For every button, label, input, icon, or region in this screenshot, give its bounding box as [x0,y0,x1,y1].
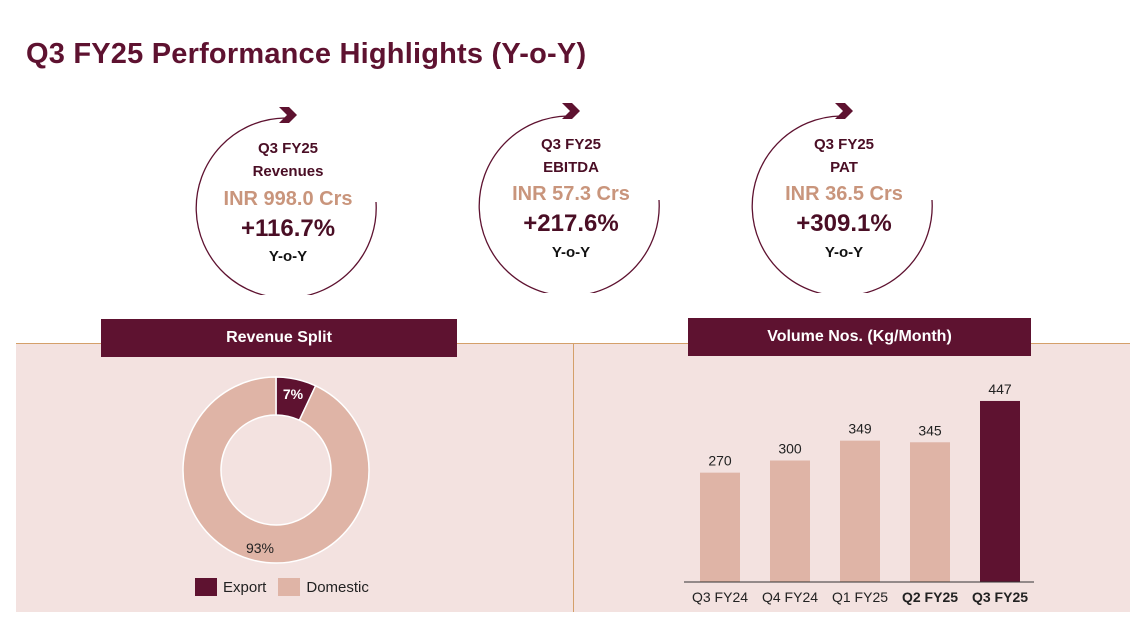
kpi-basis: Y-o-Y [824,244,864,261]
kpi-change: +217.6% [523,210,619,237]
legend-item-export: Export [195,578,266,596]
bar-value-label: 300 [778,441,802,457]
kpi-revenues: Q3 FY25 Revenues INR 998.0 Crs +116.7% Y… [193,105,383,295]
page-title: Q3 FY25 Performance Highlights (Y-o-Y) [26,38,587,70]
kpi-ring [195,107,377,295]
bar-q1-fy25 [840,440,880,582]
kpi-pat: Q3 FY25 PAT INR 36.5 Crs +309.1% Y-o-Y [749,103,939,293]
bar-value-label: 447 [988,381,1012,397]
kpi-ebitda: Q3 FY25 EBITDA INR 57.3 Crs +217.6% Y-o-… [476,103,666,293]
kpi-period: Q3 FY25 [813,136,875,153]
bar-q4-fy24 [770,460,810,582]
x-tick-label: Q3 FY25 [972,589,1028,605]
arrow-right-icon [562,103,580,119]
kpi-basis: Y-o-Y [268,248,308,265]
arrow-right-icon [835,103,853,119]
kpi-change: +116.7% [240,215,336,242]
legend-label-domestic: Domestic [306,578,369,596]
bar-value-label: 345 [918,422,942,438]
revenue-split-header: Revenue Split [101,319,457,357]
revenue-split-donut: 7% 93% [182,376,370,564]
bar-q3-fy25 [980,400,1020,582]
kpi-ring [478,103,660,293]
kpi-value: INR 57.3 Crs [512,183,630,205]
legend-swatch-export [195,578,217,596]
volume-header: Volume Nos. (Kg/Month) [688,318,1031,356]
donut-label-domestic: 93% [246,540,274,556]
legend-item-domestic: Domestic [278,578,369,596]
volume-bar-chart: 270 Q3 FY24 300 Q4 FY24 349 Q1 FY25 345 Q2 FY25… [684,381,1034,605]
donut-label-export: 7% [283,386,304,402]
bar-q2-fy25 [910,442,950,582]
legend-label-export: Export [223,578,267,596]
kpi-period: Q3 FY25 [540,136,602,153]
x-tick-label: Q1 FY25 [832,589,888,605]
kpi-ring [751,103,933,293]
donut-slice-domestic [182,376,370,564]
kpi-metric: Revenues [252,163,324,180]
x-tick-label: Q4 FY24 [762,589,818,605]
kpi-change: +309.1% [796,210,892,237]
bar-value-label: 270 [708,453,732,469]
donut-legend: Export Domestic [195,578,381,596]
bar-value-label: 349 [848,421,872,437]
kpi-metric: PAT [830,159,858,176]
x-tick-label: Q2 FY25 [902,589,958,605]
bar-q3-fy24 [700,472,740,582]
x-tick-label: Q3 FY24 [692,589,748,605]
kpi-value: INR 36.5 Crs [785,183,903,205]
arrow-right-icon [279,107,297,123]
kpi-basis: Y-o-Y [551,244,591,261]
kpi-metric: EBITDA [543,159,599,176]
kpi-period: Q3 FY25 [257,140,319,157]
legend-swatch-domestic [278,578,301,596]
panel-vertical-divider [573,343,574,612]
kpi-value: INR 998.0 Crs [223,188,353,210]
